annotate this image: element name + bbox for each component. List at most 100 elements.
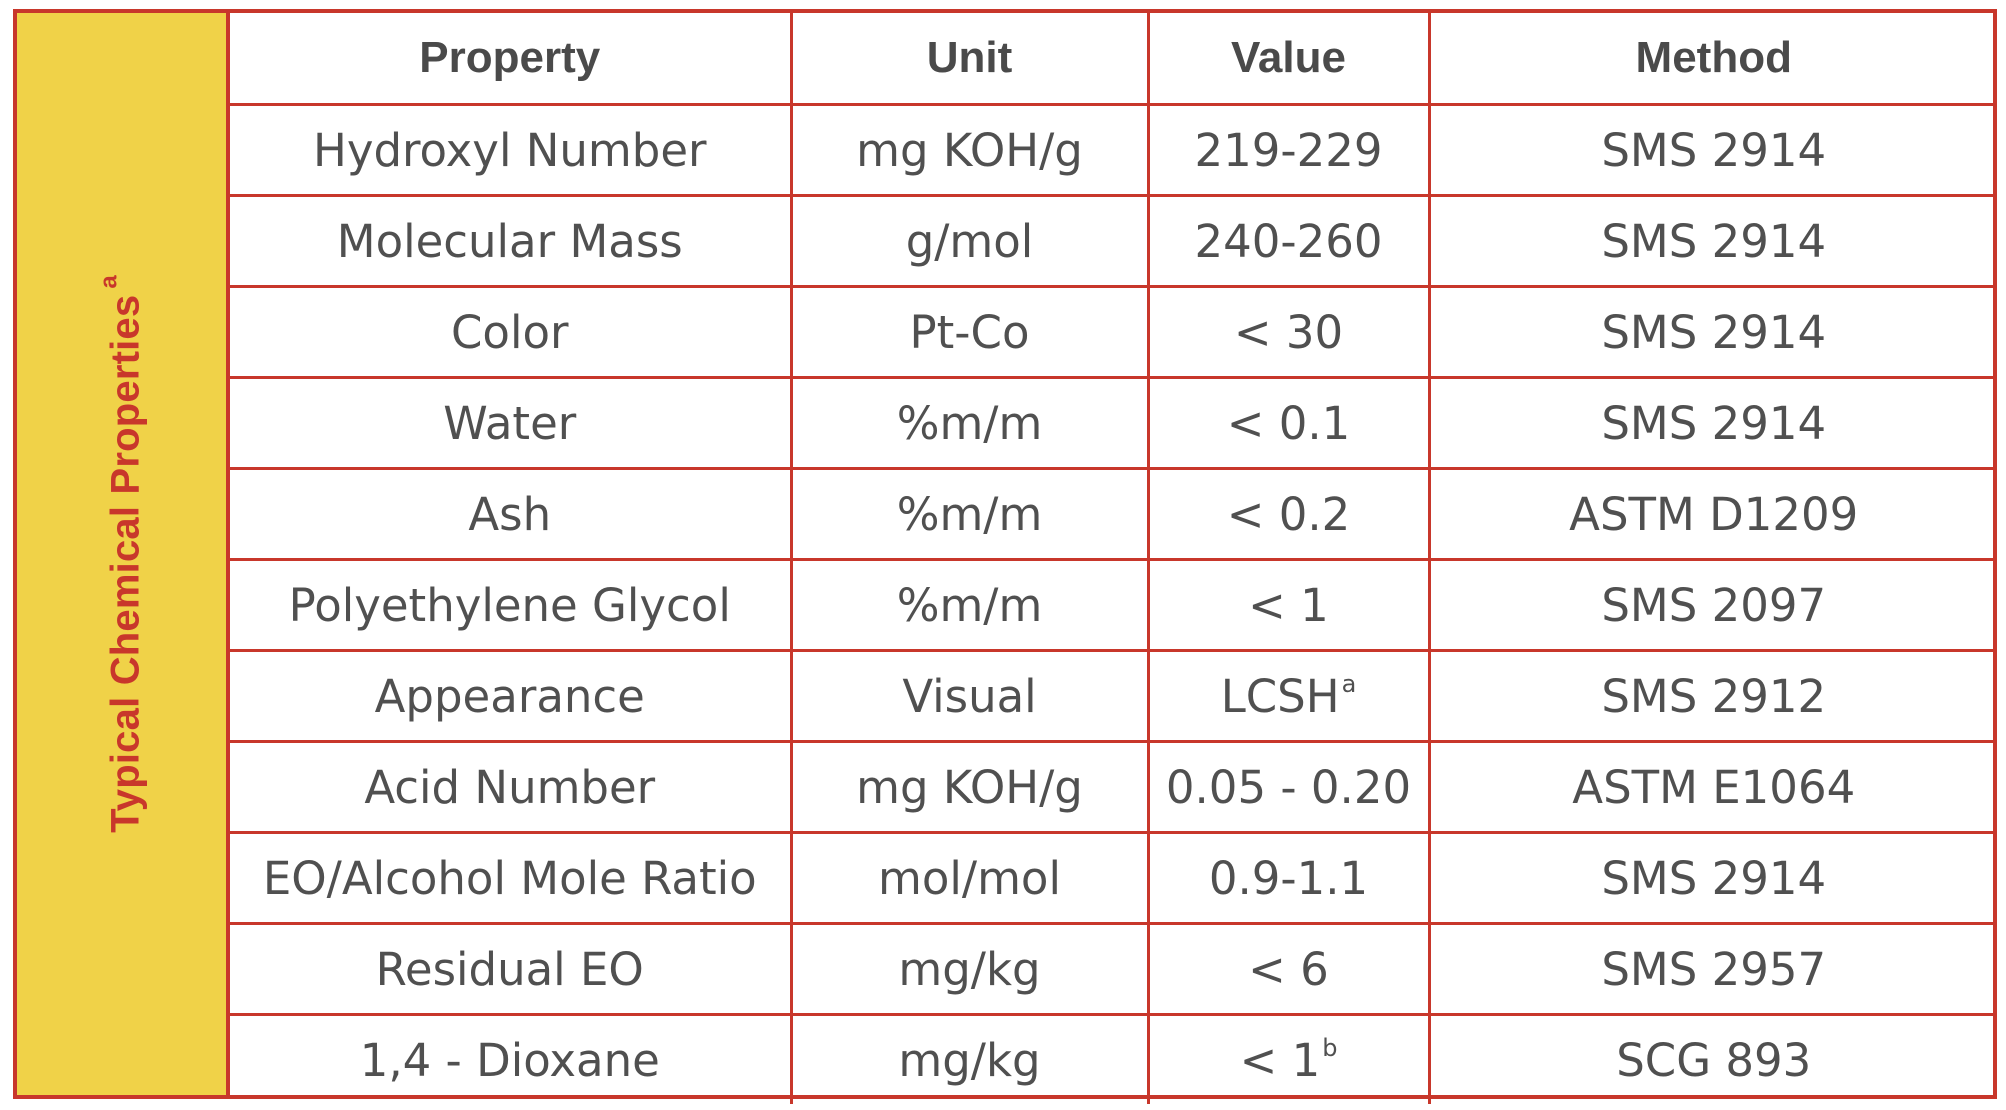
cell-property-text: Color xyxy=(451,305,569,359)
table-row: Acid Number mg KOH/g 0.05 - 0.20 ASTM E1064 xyxy=(230,740,1997,834)
cell-value-text: 219-229 xyxy=(1194,123,1383,177)
cell-value-superscript: b xyxy=(1322,1033,1338,1062)
table-row: Residual EO mg/kg < 6 SMS 2957 xyxy=(230,922,1997,1016)
cell-method-text: SMS 2912 xyxy=(1601,669,1827,723)
table-row: Appearance Visual LCSHa SMS 2912 xyxy=(230,649,1997,743)
cell-property: Residual EO xyxy=(230,922,793,1016)
header-value: Value xyxy=(1146,13,1431,106)
cell-method-text: ASTM D1209 xyxy=(1569,487,1859,541)
cell-value-text: < 30 xyxy=(1233,305,1344,359)
cell-unit: %m/m xyxy=(789,558,1150,652)
cell-property-text: Water xyxy=(443,396,577,450)
cell-value-text: 240-260 xyxy=(1194,214,1383,268)
cell-property-text: Molecular Mass xyxy=(336,214,683,268)
table-row: Ash %m/m < 0.2 ASTM D1209 xyxy=(230,467,1997,561)
table-row: 1,4 - Dioxane mg/kg < 1b SCG 893 xyxy=(230,1013,1997,1104)
cell-method-text: ASTM E1064 xyxy=(1572,760,1856,814)
cell-method-text: SMS 2957 xyxy=(1601,942,1827,996)
properties-table: Property Unit Value Method Hydroxyl Numb… xyxy=(230,13,1997,1104)
cell-unit: mg/kg xyxy=(789,922,1150,1016)
cell-method-text: SCG 893 xyxy=(1616,1033,1812,1087)
cell-unit-text: mg/kg xyxy=(898,1033,1041,1087)
cell-method: SMS 2914 xyxy=(1427,376,1997,470)
cell-value: < 0.1 xyxy=(1146,376,1431,470)
cell-unit-text: %m/m xyxy=(896,487,1043,541)
cell-property: Hydroxyl Number xyxy=(230,103,793,197)
sidebar: Typical Chemical Properties a xyxy=(17,13,230,1095)
cell-property: Acid Number xyxy=(230,740,793,834)
cell-unit-text: %m/m xyxy=(896,578,1043,632)
cell-unit-text: mg KOH/g xyxy=(856,123,1083,177)
cell-method-text: SMS 2914 xyxy=(1601,851,1827,905)
cell-property: Color xyxy=(230,285,793,379)
table-row: Color Pt-Co < 30 SMS 2914 xyxy=(230,285,1997,379)
cell-method-text: SMS 2097 xyxy=(1601,578,1827,632)
cell-property-text: EO/Alcohol Mole Ratio xyxy=(262,851,757,905)
sidebar-title: Typical Chemical Properties a xyxy=(95,275,148,833)
cell-unit: %m/m xyxy=(789,467,1150,561)
cell-property-text: Polyethylene Glycol xyxy=(288,578,731,632)
cell-method: SMS 2914 xyxy=(1427,831,1997,925)
cell-unit: mg KOH/g xyxy=(789,103,1150,197)
cell-unit: mg KOH/g xyxy=(789,740,1150,834)
properties-panel: Typical Chemical Properties a Property Un… xyxy=(13,9,1997,1104)
cell-unit-text: mol/mol xyxy=(878,851,1061,905)
cell-property: Water xyxy=(230,376,793,470)
cell-unit-text: g/mol xyxy=(905,214,1034,268)
cell-value-text: LCSH xyxy=(1220,669,1340,723)
cell-value-text: < 0.1 xyxy=(1226,396,1351,450)
cell-method-text: SMS 2914 xyxy=(1601,396,1827,450)
cell-property: 1,4 - Dioxane xyxy=(230,1013,793,1104)
cell-unit: g/mol xyxy=(789,194,1150,288)
cell-property-text: 1,4 - Dioxane xyxy=(359,1033,660,1087)
header-unit: Unit xyxy=(789,13,1150,106)
cell-method: SCG 893 xyxy=(1427,1013,1997,1104)
sidebar-title-text: Typical Chemical Properties xyxy=(103,294,147,833)
cell-method-text: SMS 2914 xyxy=(1601,214,1827,268)
table-row: Hydroxyl Number mg KOH/g 219-229 SMS 2914 xyxy=(230,103,1997,197)
cell-method: ASTM D1209 xyxy=(1427,467,1997,561)
cell-value: 219-229 xyxy=(1146,103,1431,197)
cell-value-text: 0.9-1.1 xyxy=(1208,851,1369,905)
cell-property-text: Residual EO xyxy=(375,942,644,996)
cell-method-text: SMS 2914 xyxy=(1601,305,1827,359)
cell-value: 240-260 xyxy=(1146,194,1431,288)
cell-method: SMS 2914 xyxy=(1427,194,1997,288)
cell-unit-text: Pt-Co xyxy=(909,305,1030,359)
cell-value: < 1 xyxy=(1146,558,1431,652)
cell-method: SMS 2912 xyxy=(1427,649,1997,743)
cell-property: Polyethylene Glycol xyxy=(230,558,793,652)
cell-unit-text: mg/kg xyxy=(898,942,1041,996)
cell-value-text: < 6 xyxy=(1248,942,1329,996)
cell-value-text: < 1 xyxy=(1239,1033,1321,1087)
cell-unit: Visual xyxy=(789,649,1150,743)
cell-value-text: 0.05 - 0.20 xyxy=(1165,760,1412,814)
cell-unit-text: %m/m xyxy=(896,396,1043,450)
cell-property-text: Acid Number xyxy=(364,760,656,814)
cell-property-text: Ash xyxy=(468,487,552,541)
cell-method: ASTM E1064 xyxy=(1427,740,1997,834)
cell-value: LCSHa xyxy=(1146,649,1431,743)
cell-unit-text: mg KOH/g xyxy=(856,760,1083,814)
cell-value-text: < 1 xyxy=(1248,578,1329,632)
cell-property: Ash xyxy=(230,467,793,561)
cell-value: 0.9-1.1 xyxy=(1146,831,1431,925)
sidebar-title-superscript: a xyxy=(95,275,122,289)
cell-method: SMS 2957 xyxy=(1427,922,1997,1016)
cell-unit-text: Visual xyxy=(902,669,1037,723)
table-header-row: Property Unit Value Method xyxy=(230,13,1997,106)
table-row: Molecular Mass g/mol 240-260 SMS 2914 xyxy=(230,194,1997,288)
cell-value-text: < 0.2 xyxy=(1226,487,1351,541)
cell-unit: %m/m xyxy=(789,376,1150,470)
cell-property: EO/Alcohol Mole Ratio xyxy=(230,831,793,925)
cell-property: Molecular Mass xyxy=(230,194,793,288)
cell-method: SMS 2914 xyxy=(1427,103,1997,197)
cell-property-text: Appearance xyxy=(374,669,645,723)
cell-method: SMS 2914 xyxy=(1427,285,1997,379)
cell-value: < 6 xyxy=(1146,922,1431,1016)
cell-property-text: Hydroxyl Number xyxy=(312,123,707,177)
header-method: Method xyxy=(1427,13,1997,106)
cell-method: SMS 2097 xyxy=(1427,558,1997,652)
header-property: Property xyxy=(230,13,793,106)
cell-unit: mg/kg xyxy=(789,1013,1150,1104)
